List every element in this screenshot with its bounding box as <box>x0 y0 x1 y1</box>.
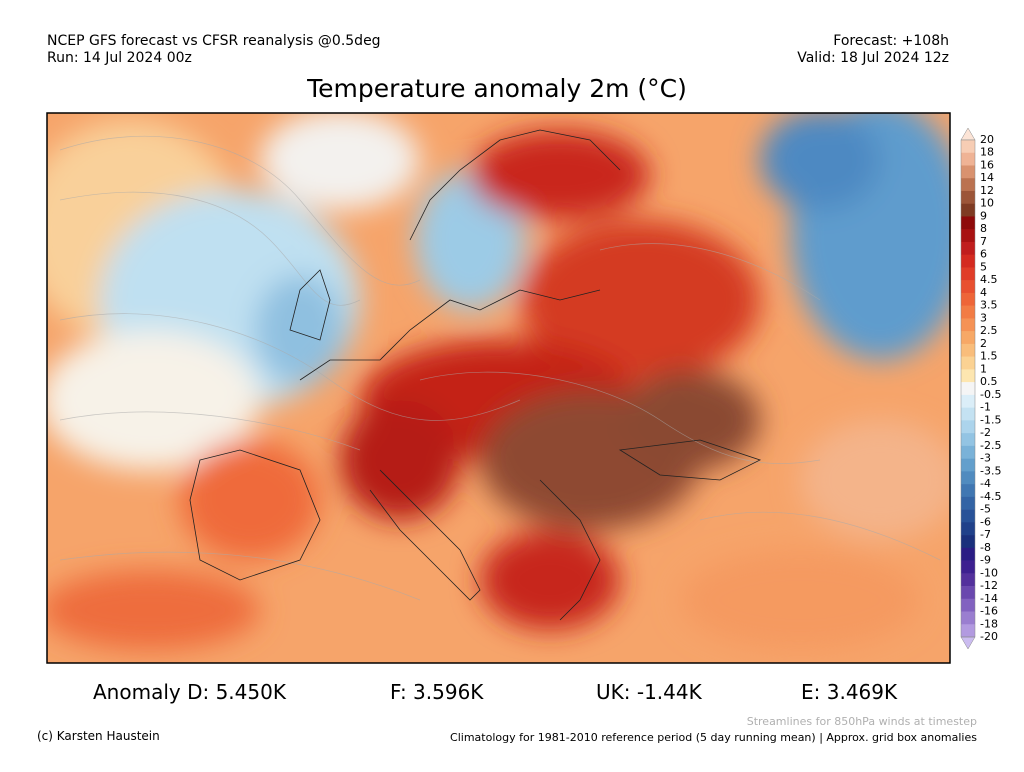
colorbar-segment <box>961 318 975 332</box>
colorbar-label: -20 <box>980 630 998 643</box>
colorbar-segment <box>961 190 975 205</box>
colorbar-label: 20 <box>980 133 994 146</box>
colorbar-segment <box>961 267 975 281</box>
colorbar-label: 18 <box>980 146 994 159</box>
colorbar-segment <box>961 484 975 498</box>
colorbar-segment <box>961 598 975 612</box>
colorbar-segment <box>961 471 975 485</box>
colorbar-segment <box>961 140 975 154</box>
header-run-date: Run: 14 Jul 2024 00z <box>47 50 192 66</box>
colorbar-label: -5 <box>980 503 991 516</box>
colorbar-label: 10 <box>980 197 994 210</box>
colorbar-label: -8 <box>980 541 991 554</box>
colorbar-label: -3.5 <box>980 464 1001 477</box>
colorbar-label: 6 <box>980 248 987 261</box>
colorbar-segment <box>961 152 975 166</box>
colorbar-segment <box>961 178 975 192</box>
colorbar-label: -4 <box>980 477 991 490</box>
colorbar-triangle <box>960 127 976 141</box>
colorbar-segment <box>961 369 975 383</box>
colorbar-segment <box>961 241 975 255</box>
colorbar-label: -18 <box>980 617 998 630</box>
colorbar-label: -12 <box>980 579 998 592</box>
colorbar-label: 7 <box>980 235 987 248</box>
anomaly-stat: E: 3.469K <box>801 680 898 704</box>
colorbar-label: 14 <box>980 171 994 184</box>
anomaly-stat: Anomaly D: 5.450K <box>93 680 287 704</box>
colorbar: 201816141210987654.543.532.521.510.5-0.5… <box>960 127 1001 650</box>
map <box>47 113 950 663</box>
streamlines-note: Streamlines for 850hPa winds at timestep <box>747 715 977 728</box>
colorbar-segment <box>961 254 975 268</box>
climatology-note: Climatology for 1981-2010 reference peri… <box>450 731 977 744</box>
colorbar-triangle <box>960 636 976 650</box>
colorbar-label: 5 <box>980 260 987 273</box>
colorbar-segment <box>961 229 975 243</box>
credit: (c) Karsten Haustein <box>37 729 160 743</box>
colorbar-segment <box>961 305 975 319</box>
colorbar-segment <box>961 586 975 600</box>
colorbar-segment <box>961 165 975 179</box>
colorbar-label: 2 <box>980 337 987 350</box>
colorbar-segment <box>961 420 975 434</box>
colorbar-segment <box>961 547 975 561</box>
colorbar-segment <box>961 509 975 523</box>
colorbar-segment <box>961 394 975 408</box>
map-title: Temperature anomaly 2m (°C) <box>306 74 687 103</box>
colorbar-label: -2 <box>980 426 991 439</box>
colorbar-segment <box>961 573 975 587</box>
colorbar-label: 1.5 <box>980 350 998 363</box>
colorbar-segment <box>961 203 975 217</box>
colorbar-segment <box>961 343 975 357</box>
header-forecast: Forecast: +108h <box>833 33 949 49</box>
colorbar-segment <box>961 292 975 306</box>
colorbar-label: 4.5 <box>980 273 998 286</box>
colorbar-label: 3.5 <box>980 299 998 312</box>
anomaly-stat: F: 3.596K <box>390 680 484 704</box>
colorbar-segment <box>961 382 975 396</box>
colorbar-label: -2.5 <box>980 439 1001 452</box>
colorbar-segment <box>961 433 975 447</box>
colorbar-label: -14 <box>980 592 998 605</box>
colorbar-label: 0.5 <box>980 375 998 388</box>
colorbar-segment <box>961 407 975 421</box>
colorbar-segment <box>961 356 975 370</box>
colorbar-segment <box>961 496 975 510</box>
colorbar-label: 2.5 <box>980 324 998 337</box>
colorbar-segment <box>961 611 975 625</box>
colorbar-segment <box>961 560 975 574</box>
header-valid: Valid: 18 Jul 2024 12z <box>797 50 949 66</box>
header-run-info: NCEP GFS forecast vs CFSR reanalysis @0.… <box>47 33 381 49</box>
colorbar-segment <box>961 624 975 638</box>
colorbar-label: -1 <box>980 401 991 414</box>
colorbar-frame <box>960 139 976 638</box>
colorbar-label: -0.5 <box>980 388 1001 401</box>
colorbar-label: -7 <box>980 528 991 541</box>
colorbar-segment <box>961 535 975 549</box>
colorbar-label: -10 <box>980 566 998 579</box>
colorbar-label: -9 <box>980 554 991 567</box>
colorbar-label: -16 <box>980 605 998 618</box>
colorbar-label: -6 <box>980 515 991 528</box>
colorbar-label: 16 <box>980 158 994 171</box>
colorbar-label: 12 <box>980 184 994 197</box>
colorbar-label: -4.5 <box>980 490 1001 503</box>
colorbar-label: 3 <box>980 311 987 324</box>
colorbar-segment <box>961 522 975 536</box>
colorbar-label: -3 <box>980 452 991 465</box>
colorbar-label: -1.5 <box>980 413 1001 426</box>
anomaly-stat: UK: -1.44K <box>596 680 703 704</box>
colorbar-label: 4 <box>980 286 987 299</box>
colorbar-segment <box>961 216 975 230</box>
colorbar-segment <box>961 280 975 294</box>
colorbar-segment <box>961 445 975 459</box>
colorbar-label: 9 <box>980 209 987 222</box>
colorbar-label: 1 <box>980 362 987 375</box>
map-frame <box>46 112 951 664</box>
colorbar-label: 8 <box>980 222 987 235</box>
colorbar-segment <box>961 458 975 472</box>
colorbar-segment <box>961 331 975 345</box>
